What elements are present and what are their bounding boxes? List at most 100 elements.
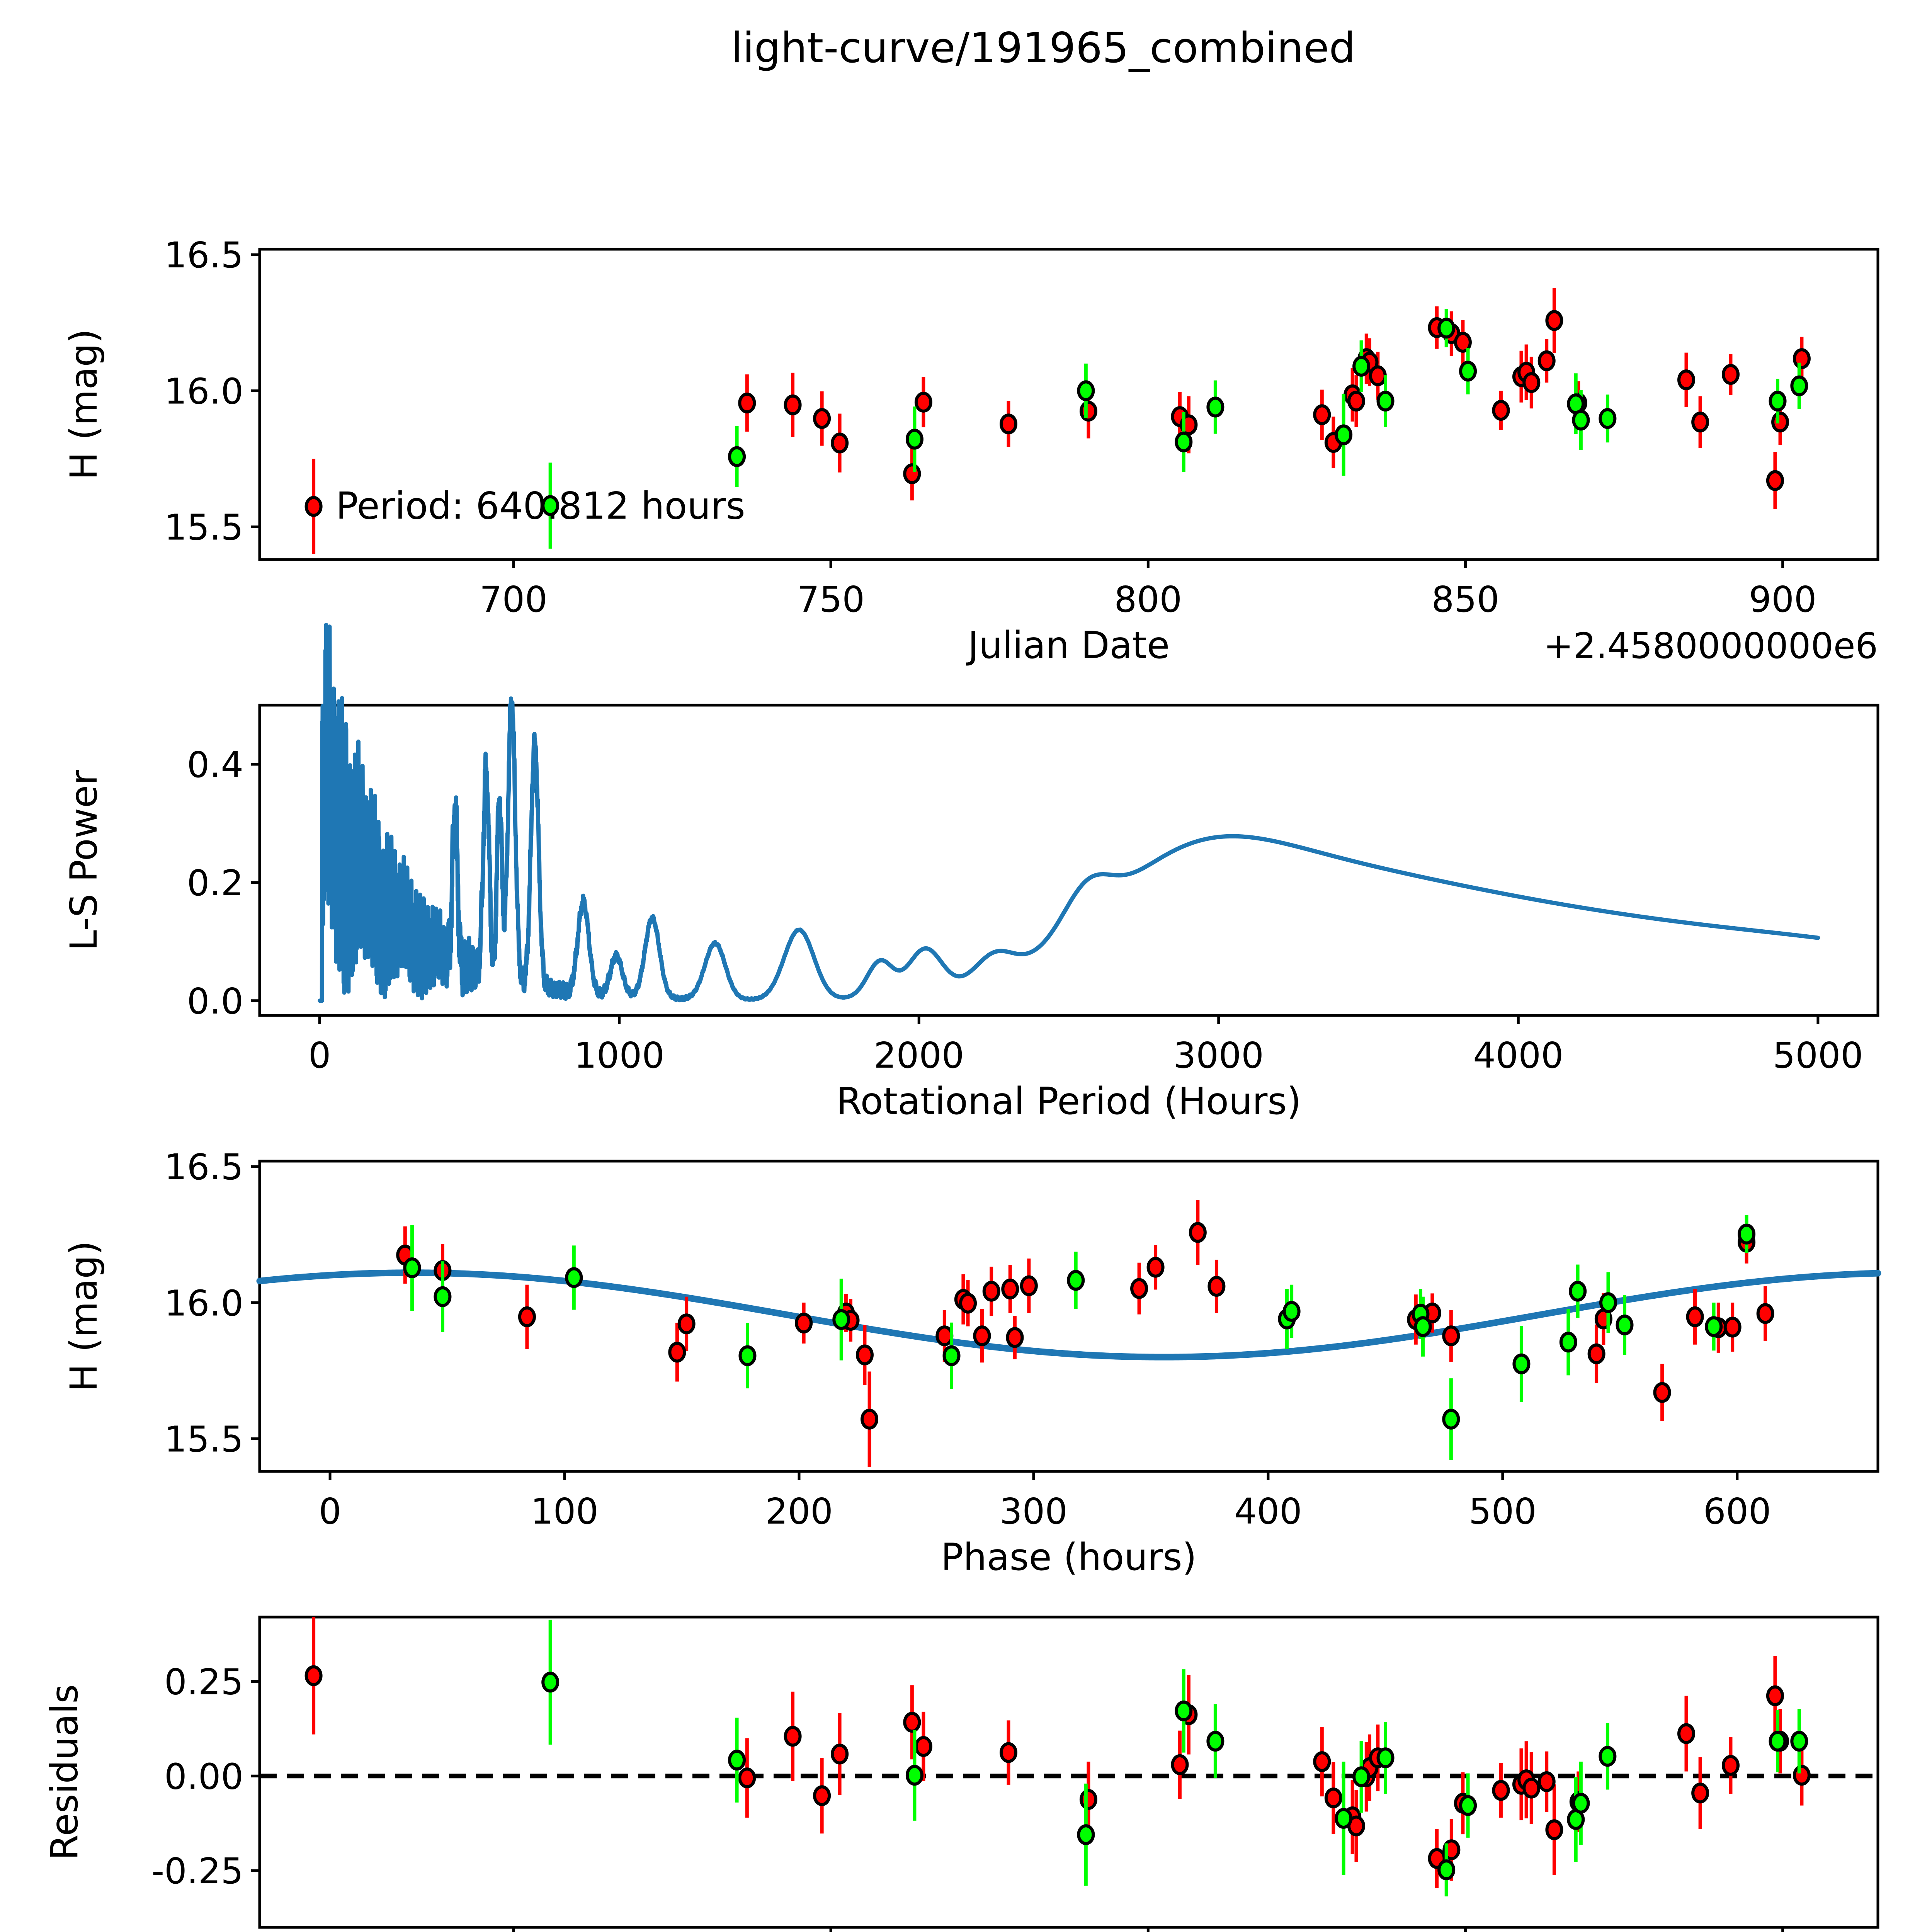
data-point[interactable]: [1376, 1747, 1395, 1769]
data-point[interactable]: [1572, 1793, 1590, 1814]
data-point[interactable]: [1130, 1278, 1148, 1299]
data-point[interactable]: [738, 1767, 756, 1789]
data-point[interactable]: [1769, 391, 1787, 412]
data-point[interactable]: [903, 1712, 921, 1733]
data-point[interactable]: [1545, 310, 1563, 331]
data-point[interactable]: [942, 1345, 961, 1366]
data-point[interactable]: [959, 1293, 977, 1314]
data-point[interactable]: [1766, 1685, 1784, 1706]
data-point[interactable]: [1006, 1327, 1024, 1348]
data-point[interactable]: [1189, 1222, 1207, 1243]
data-point[interactable]: [1352, 355, 1371, 377]
data-point[interactable]: [813, 1785, 831, 1806]
data-point[interactable]: [1599, 408, 1617, 429]
data-point[interactable]: [795, 1313, 813, 1334]
data-point[interactable]: [1653, 1382, 1671, 1403]
data-point[interactable]: [1442, 1325, 1460, 1347]
data-point[interactable]: [1313, 1751, 1331, 1772]
data-point[interactable]: [1146, 1257, 1165, 1278]
data-point[interactable]: [1437, 318, 1456, 339]
data-point[interactable]: [1677, 1723, 1696, 1744]
data-point[interactable]: [1769, 1731, 1787, 1752]
data-point[interactable]: [855, 1344, 874, 1366]
data-point[interactable]: [1020, 1275, 1038, 1296]
data-point[interactable]: [1771, 412, 1789, 433]
data-point[interactable]: [1686, 1306, 1704, 1327]
data-point[interactable]: [1691, 1782, 1709, 1804]
data-point[interactable]: [434, 1286, 452, 1307]
data-point[interactable]: [1721, 364, 1740, 385]
data-point[interactable]: [973, 1325, 991, 1347]
data-point[interactable]: [1001, 1279, 1019, 1300]
data-point[interactable]: [999, 413, 1017, 435]
data-point[interactable]: [1206, 1731, 1225, 1752]
data-point[interactable]: [1282, 1301, 1301, 1322]
data-point[interactable]: [1175, 431, 1193, 452]
data-point[interactable]: [541, 495, 560, 516]
data-point[interactable]: [1545, 1819, 1563, 1840]
data-point[interactable]: [1587, 1343, 1605, 1364]
data-point[interactable]: [1171, 1754, 1189, 1775]
data-point[interactable]: [1079, 1789, 1097, 1810]
data-point[interactable]: [1369, 365, 1387, 386]
data-point[interactable]: [1790, 375, 1808, 396]
data-point[interactable]: [738, 1345, 757, 1366]
data-point[interactable]: [1492, 1780, 1510, 1801]
data-point[interactable]: [677, 1313, 696, 1335]
data-point[interactable]: [1738, 1223, 1756, 1245]
data-point[interactable]: [1079, 401, 1097, 422]
data-point[interactable]: [1347, 391, 1365, 412]
data-point[interactable]: [831, 1743, 849, 1765]
data-point[interactable]: [1599, 1292, 1617, 1313]
data-point[interactable]: [1522, 372, 1541, 393]
data-point[interactable]: [914, 391, 932, 413]
data-point[interactable]: [903, 463, 921, 485]
data-point[interactable]: [1691, 412, 1709, 433]
data-point[interactable]: [1705, 1316, 1723, 1337]
data-point[interactable]: [728, 446, 746, 467]
data-point[interactable]: [1793, 1765, 1811, 1786]
data-point[interactable]: [1352, 1766, 1371, 1787]
data-point[interactable]: [1723, 1316, 1742, 1338]
data-point[interactable]: [1599, 1746, 1617, 1767]
data-point[interactable]: [1492, 400, 1510, 421]
data-point[interactable]: [1206, 396, 1225, 418]
data-point[interactable]: [1616, 1315, 1634, 1336]
data-point[interactable]: [1512, 1353, 1531, 1374]
data-point[interactable]: [541, 1672, 560, 1693]
data-point[interactable]: [813, 408, 831, 429]
data-point[interactable]: [1335, 1808, 1353, 1829]
data-point[interactable]: [1313, 404, 1331, 425]
data-point[interactable]: [518, 1306, 536, 1327]
data-point[interactable]: [1537, 1771, 1556, 1792]
data-point[interactable]: [1793, 348, 1811, 369]
data-point[interactable]: [1437, 1859, 1456, 1881]
data-point[interactable]: [1376, 391, 1395, 412]
data-point[interactable]: [304, 1665, 323, 1686]
data-point[interactable]: [738, 392, 756, 413]
data-point[interactable]: [1522, 1777, 1541, 1799]
data-point[interactable]: [935, 1325, 954, 1347]
data-point[interactable]: [982, 1281, 1000, 1302]
data-point[interactable]: [905, 429, 923, 450]
data-point[interactable]: [1537, 350, 1556, 371]
data-point[interactable]: [832, 1309, 850, 1330]
data-point[interactable]: [565, 1267, 583, 1288]
data-point[interactable]: [1721, 1755, 1740, 1776]
data-point[interactable]: [1756, 1303, 1774, 1324]
data-point[interactable]: [999, 1742, 1017, 1763]
data-point[interactable]: [1067, 1270, 1085, 1291]
data-point[interactable]: [1324, 1787, 1342, 1809]
data-point[interactable]: [1569, 1281, 1587, 1302]
data-point[interactable]: [1442, 1408, 1460, 1430]
data-point[interactable]: [1790, 1731, 1808, 1752]
data-point[interactable]: [784, 394, 802, 415]
data-point[interactable]: [1459, 1795, 1477, 1816]
data-point[interactable]: [1459, 361, 1477, 382]
data-point[interactable]: [1559, 1332, 1577, 1353]
data-point[interactable]: [1454, 332, 1472, 353]
data-point[interactable]: [1077, 380, 1095, 401]
data-point[interactable]: [1572, 410, 1590, 431]
data-point[interactable]: [1766, 470, 1784, 491]
data-point[interactable]: [861, 1408, 879, 1430]
